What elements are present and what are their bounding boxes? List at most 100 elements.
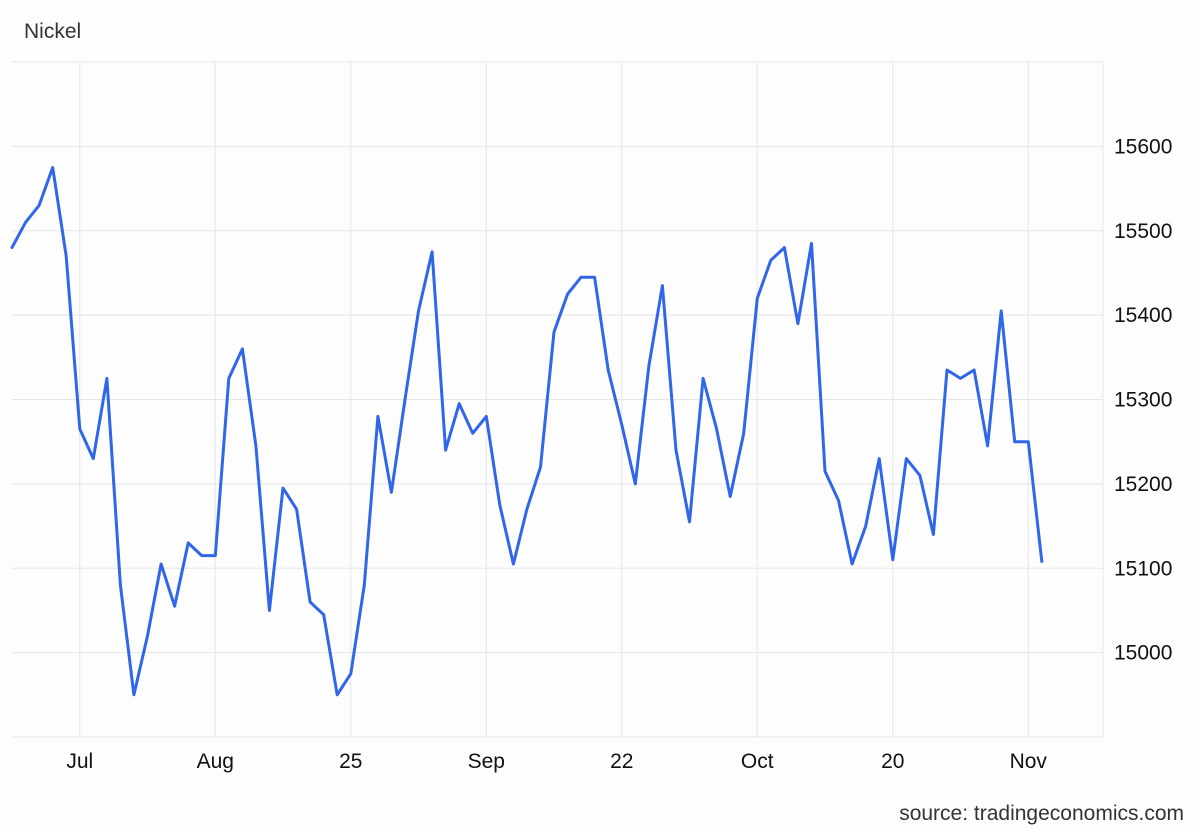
- data-point: [1040, 560, 1043, 563]
- data-point: [525, 508, 528, 511]
- data-point: [349, 672, 352, 675]
- series-layer: [10, 166, 1044, 697]
- data-point: [363, 584, 366, 587]
- data-point: [24, 221, 27, 224]
- data-point: [945, 368, 948, 371]
- y-tick-label: 15400: [1114, 304, 1172, 327]
- x-tick-label: 22: [610, 750, 633, 773]
- data-point: [851, 563, 854, 566]
- data-point: [92, 457, 95, 460]
- data-point: [173, 605, 176, 608]
- y-tick-label: 15000: [1114, 642, 1172, 665]
- data-point: [918, 474, 921, 477]
- data-point: [878, 457, 881, 460]
- x-tick-label: Nov: [1010, 750, 1048, 773]
- gridlines: [12, 61, 1104, 738]
- data-point: [11, 246, 14, 249]
- data-point: [593, 276, 596, 279]
- data-point: [796, 322, 799, 325]
- data-point: [756, 297, 759, 300]
- data-point: [227, 377, 230, 380]
- x-tick-label: 20: [881, 750, 904, 773]
- source-attribution: source: tradingeconomics.com: [899, 802, 1184, 825]
- data-point: [973, 368, 976, 371]
- data-point: [986, 444, 989, 447]
- data-point: [458, 402, 461, 405]
- y-tick-label: 15300: [1114, 389, 1172, 412]
- data-point: [471, 432, 474, 435]
- data-point: [336, 693, 339, 696]
- data-point: [78, 428, 81, 431]
- data-point: [282, 487, 285, 490]
- data-point: [607, 368, 610, 371]
- y-tick-label: 15500: [1114, 220, 1172, 243]
- y-tick-label: 15200: [1114, 473, 1172, 496]
- data-point: [431, 250, 434, 253]
- data-point: [295, 508, 298, 511]
- data-point: [241, 347, 244, 350]
- y-tick-label: 15100: [1114, 557, 1172, 580]
- x-tick-label: Jul: [66, 750, 93, 773]
- data-point: [105, 377, 108, 380]
- data-point: [891, 558, 894, 561]
- data-point: [783, 246, 786, 249]
- data-point: [485, 415, 488, 418]
- data-point: [254, 444, 257, 447]
- data-point: [498, 503, 501, 506]
- data-point: [715, 428, 718, 431]
- data-point: [309, 601, 312, 604]
- data-point: [322, 613, 325, 616]
- x-tick-labels: Jul Aug 25 Sep 22 Oct 20 Nov: [66, 750, 1047, 773]
- data-point: [146, 634, 149, 637]
- data-point: [390, 491, 393, 494]
- data-point: [403, 398, 406, 401]
- data-point: [65, 255, 68, 258]
- data-point: [959, 377, 962, 380]
- data-point: [417, 309, 420, 312]
- data-point: [864, 525, 867, 528]
- data-point: [1000, 309, 1003, 312]
- data-point: [674, 449, 677, 452]
- data-point: [729, 495, 732, 498]
- data-point: [132, 693, 135, 696]
- data-point: [1027, 440, 1030, 443]
- series-line: [10, 166, 1044, 697]
- data-point: [647, 364, 650, 367]
- data-point: [702, 377, 705, 380]
- data-point: [553, 331, 556, 334]
- x-tick-label: Sep: [468, 750, 505, 773]
- data-point: [200, 554, 203, 557]
- data-point: [580, 276, 583, 279]
- data-point: [444, 449, 447, 452]
- data-point: [268, 609, 271, 612]
- data-point: [1013, 440, 1016, 443]
- data-point: [38, 204, 41, 207]
- x-tick-label: Aug: [197, 750, 234, 773]
- data-point: [620, 423, 623, 426]
- data-point: [539, 466, 542, 469]
- x-tick-label: Oct: [741, 750, 774, 773]
- data-point: [566, 293, 569, 296]
- data-point: [742, 432, 745, 435]
- data-point: [187, 541, 190, 544]
- x-tick-label: 25: [339, 750, 362, 773]
- data-point: [160, 563, 163, 566]
- y-tick-label: 15600: [1114, 135, 1172, 158]
- data-point: [119, 584, 122, 587]
- data-point: [837, 499, 840, 502]
- data-point: [634, 482, 637, 485]
- data-point: [824, 470, 827, 473]
- data-point: [932, 533, 935, 536]
- data-point: [905, 457, 908, 460]
- data-point: [688, 520, 691, 523]
- data-point: [214, 554, 217, 557]
- y-tick-labels: 15000 15100 15200 15300 15400 15500 15600: [1114, 135, 1172, 664]
- data-point: [810, 242, 813, 245]
- chart-title: Nickel: [24, 20, 82, 43]
- data-point: [512, 563, 515, 566]
- data-point: [51, 166, 54, 169]
- data-point: [769, 259, 772, 262]
- data-point: [661, 284, 664, 287]
- data-point: [376, 415, 379, 418]
